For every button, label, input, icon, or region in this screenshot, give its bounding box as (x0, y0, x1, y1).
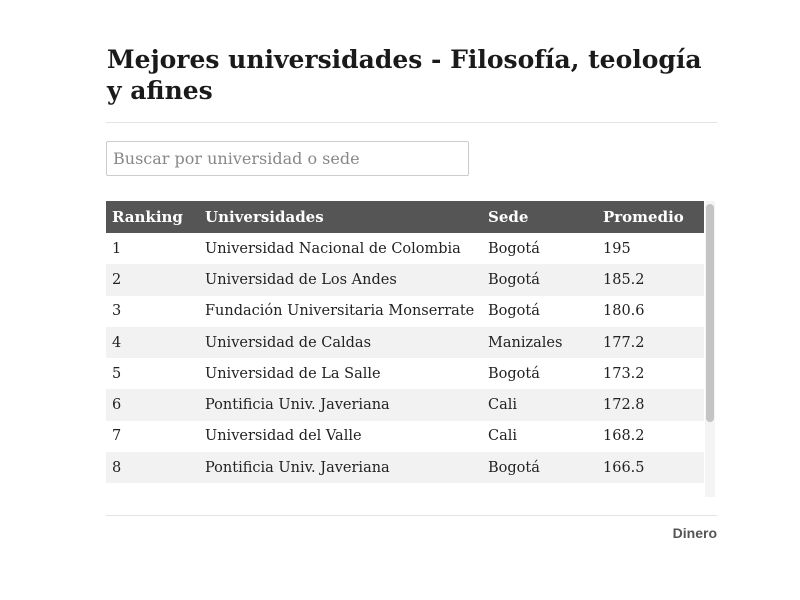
divider (106, 122, 717, 123)
source: Dinero (672, 525, 717, 541)
table-cell: Pontificia Univ. Javeriana (199, 389, 482, 421)
table-cell: 166.5 (597, 452, 704, 484)
table-cell: 1 (112, 240, 122, 257)
table-cell: Bogotá (488, 303, 540, 320)
table-row: 5 Universidad de La Salle Bogotá 173.2 (106, 358, 704, 389)
table-cell: Bogotá (488, 365, 540, 382)
table-cell: Bogotá (488, 240, 540, 257)
table-cell: 173.2 (603, 365, 645, 382)
table-cell: 168.2 (603, 428, 645, 445)
table-cell: Universidad Nacional de Colombia (205, 240, 461, 257)
column-header[interactable]: Promedio (597, 201, 704, 233)
scrollbar[interactable] (705, 201, 715, 497)
table-cell: 2 (106, 264, 199, 296)
title: Mejores universidades - Filosofía, teolo… (107, 45, 702, 105)
column-header[interactable]: Sede (482, 201, 597, 233)
table-container: Ranking Universidades Sede Promedio 1 Univer… (106, 201, 704, 497)
table-cell: 8 (106, 452, 199, 484)
table-cell: Bogotá (482, 452, 597, 484)
column-header[interactable]: Ranking (106, 201, 199, 233)
scroll-thumb[interactable] (706, 204, 714, 422)
table-cell: Cali (482, 389, 597, 421)
column-header[interactable]: Universidades (199, 201, 482, 233)
table-row: 3 Fundación Universitaria Monserrate Bogot… (106, 296, 704, 327)
table-cell: 5 (112, 365, 122, 382)
header-row: Ranking Universidades Sede Promedio (106, 201, 704, 233)
table-cell: 4 (106, 326, 199, 359)
table-row: 2 Universidad de Los Andes Bogotá 185.2 (106, 264, 704, 296)
search-input[interactable]: Buscar por universidad o sede (106, 141, 469, 176)
table-row: 1 Universidad Nacional de Colombia Bogotá 1… (106, 233, 704, 264)
table-row: 7 Universidad del Valle Cali 168.2 (106, 421, 704, 452)
table-cell: 7 (112, 428, 122, 445)
table-body: 1 Universidad Nacional de Colombia Bogotá 1… (106, 233, 704, 484)
table-row: 8 Pontificia Univ. Javeriana Bogotá 166.5 (106, 452, 704, 484)
divider (106, 515, 717, 516)
table-cell: Universidad de Caldas (199, 326, 482, 359)
table-cell: Universidad de Los Andes (199, 264, 482, 296)
table-cell: Pontificia Univ. Javeriana (199, 452, 482, 484)
table-cell: 3 (112, 303, 122, 320)
table-cell: Manizales (482, 326, 597, 359)
table-cell: Fundación Universitaria Monserrate (205, 303, 475, 320)
table-cell: Cali (488, 428, 518, 445)
table-cell: Bogotá (482, 264, 597, 296)
table-cell: 195 (603, 240, 631, 257)
table-cell: 172.8 (597, 389, 704, 421)
table: Ranking Universidades Sede Promedio 1 Univer… (106, 201, 704, 484)
table-cell: Universidad del Valle (205, 428, 362, 445)
table-cell: 185.2 (597, 264, 704, 296)
table-cell: 180.6 (603, 303, 645, 320)
table-row: 6 Pontificia Univ. Javeriana Cali 172.8 (106, 389, 704, 421)
table-cell: 177.2 (597, 326, 704, 359)
table-cell: Universidad de La Salle (205, 365, 381, 382)
table-row: 4 Universidad de Caldas Manizales 177.2 (106, 326, 704, 359)
table-cell: 6 (106, 389, 199, 421)
